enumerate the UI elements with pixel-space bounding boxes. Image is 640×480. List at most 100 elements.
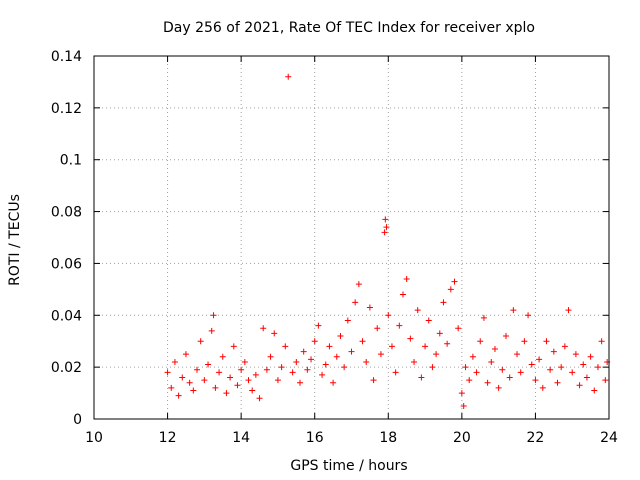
data-point-plus bbox=[374, 325, 381, 332]
data-point-plus bbox=[484, 379, 491, 386]
data-point-plus bbox=[382, 216, 389, 223]
data-point-plus bbox=[411, 358, 418, 365]
data-point-plus bbox=[440, 299, 447, 306]
data-point-plus bbox=[366, 304, 373, 311]
data-point-plus bbox=[216, 369, 223, 376]
data-point-plus bbox=[230, 343, 237, 350]
data-point-plus bbox=[469, 353, 476, 360]
data-point-plus bbox=[565, 307, 572, 314]
data-point-plus bbox=[197, 338, 204, 345]
data-point-plus bbox=[267, 353, 274, 360]
data-point-plus bbox=[315, 322, 322, 329]
data-points bbox=[164, 73, 611, 410]
data-point-plus bbox=[304, 366, 311, 373]
data-point-plus bbox=[506, 374, 513, 381]
data-point-plus bbox=[179, 374, 186, 381]
x-tick-label: 24 bbox=[600, 430, 618, 446]
data-point-plus bbox=[558, 364, 565, 371]
data-point-plus bbox=[550, 348, 557, 355]
data-point-plus bbox=[488, 358, 495, 365]
data-point-plus bbox=[271, 330, 278, 337]
x-axis-label: GPS time / hours bbox=[290, 458, 407, 474]
data-point-plus bbox=[171, 358, 178, 365]
data-point-plus bbox=[300, 348, 307, 355]
data-point-plus bbox=[462, 364, 469, 371]
data-point-plus bbox=[444, 340, 451, 347]
data-point-plus bbox=[414, 307, 421, 314]
axis-ticks bbox=[93, 55, 610, 420]
data-point-plus bbox=[433, 351, 440, 358]
data-point-plus bbox=[210, 312, 217, 319]
data-point-plus bbox=[341, 364, 348, 371]
y-axis-label: ROTI / TECUs bbox=[7, 194, 23, 286]
data-point-plus bbox=[407, 335, 414, 342]
data-point-plus bbox=[587, 353, 594, 360]
data-point-plus bbox=[311, 338, 318, 345]
data-point-plus bbox=[293, 358, 300, 365]
data-point-plus bbox=[333, 353, 340, 360]
data-point-plus bbox=[241, 358, 248, 365]
y-tick-label: 0 bbox=[73, 412, 82, 428]
data-point-plus bbox=[451, 278, 458, 285]
data-point-plus bbox=[186, 379, 193, 386]
data-point-plus bbox=[429, 364, 436, 371]
data-point-plus bbox=[308, 356, 315, 363]
data-point-plus bbox=[598, 338, 605, 345]
data-point-plus bbox=[377, 351, 384, 358]
data-point-plus bbox=[561, 343, 568, 350]
data-point-plus bbox=[543, 338, 550, 345]
data-point-plus bbox=[223, 390, 230, 397]
y-tick-label: 0.08 bbox=[51, 205, 82, 221]
data-point-plus bbox=[219, 353, 226, 360]
data-point-plus bbox=[289, 369, 296, 376]
data-point-plus bbox=[337, 333, 344, 340]
data-point-plus bbox=[539, 384, 546, 391]
data-point-plus bbox=[385, 312, 392, 319]
data-point-plus bbox=[591, 387, 598, 394]
data-point-plus bbox=[256, 395, 263, 402]
x-tick-label: 10 bbox=[85, 430, 103, 446]
data-point-plus bbox=[554, 379, 561, 386]
data-point-plus bbox=[528, 361, 535, 368]
data-point-plus bbox=[521, 338, 528, 345]
data-point-plus bbox=[330, 379, 337, 386]
data-point-plus bbox=[403, 275, 410, 282]
data-point-plus bbox=[491, 345, 498, 352]
data-point-plus bbox=[205, 361, 212, 368]
data-point-plus bbox=[510, 307, 517, 314]
x-tick-label: 22 bbox=[527, 430, 545, 446]
data-point-plus bbox=[396, 322, 403, 329]
data-point-plus bbox=[234, 382, 241, 389]
y-tick-label: 0.1 bbox=[60, 153, 82, 169]
data-point-plus bbox=[238, 366, 245, 373]
data-point-plus bbox=[460, 403, 467, 410]
data-point-plus bbox=[348, 348, 355, 355]
data-point-plus bbox=[363, 358, 370, 365]
data-point-plus bbox=[249, 387, 256, 394]
data-point-plus bbox=[208, 327, 215, 334]
data-point-plus bbox=[326, 343, 333, 350]
data-point-plus bbox=[245, 377, 252, 384]
data-point-plus bbox=[164, 369, 171, 376]
data-point-plus bbox=[594, 364, 601, 371]
x-tick-label: 16 bbox=[306, 430, 324, 446]
data-point-plus bbox=[252, 371, 259, 378]
data-point-plus bbox=[455, 325, 462, 332]
data-point-plus bbox=[422, 343, 429, 350]
data-point-plus bbox=[383, 224, 390, 231]
grid-lines bbox=[94, 56, 609, 419]
data-point-plus bbox=[583, 374, 590, 381]
data-point-plus bbox=[418, 374, 425, 381]
data-point-plus bbox=[536, 356, 543, 363]
data-point-plus bbox=[381, 229, 388, 236]
data-point-plus bbox=[274, 377, 281, 384]
data-point-plus bbox=[263, 366, 270, 373]
y-tick-label: 0.02 bbox=[51, 360, 82, 376]
data-point-plus bbox=[477, 338, 484, 345]
data-point-plus bbox=[352, 299, 359, 306]
data-point-plus bbox=[532, 377, 539, 384]
data-point-plus bbox=[576, 382, 583, 389]
data-point-plus bbox=[370, 377, 377, 384]
